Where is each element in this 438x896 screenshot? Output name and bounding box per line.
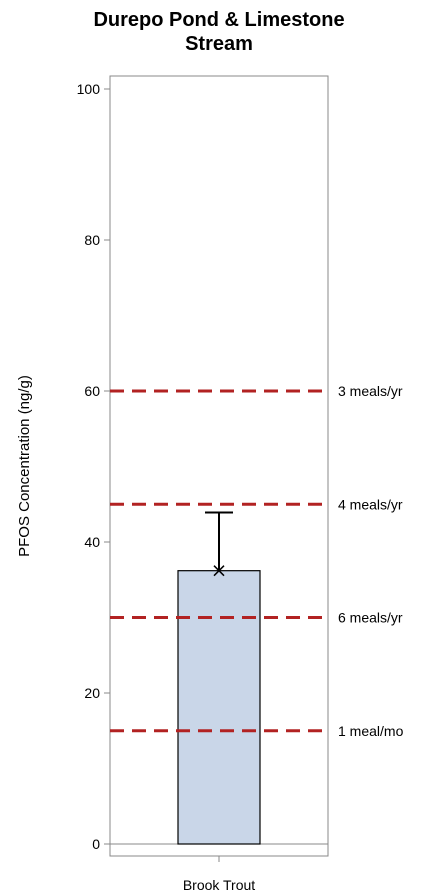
y-tick-label: 40 xyxy=(84,534,100,550)
bar-series xyxy=(177,511,261,845)
y-axis: 0 20 40 60 80 100 xyxy=(77,81,328,852)
chart-title-line-1: Durepo Pond & Limestone xyxy=(93,9,345,31)
y-tick-label: 60 xyxy=(84,383,100,399)
reference-line-label: 3 meals/yr xyxy=(338,383,403,399)
y-axis-label: PFOS Concentration (ng/g) xyxy=(16,375,33,557)
chart-title: Durepo Pond & Limestone Stream xyxy=(0,8,438,56)
mean-marker-stroke-2 xyxy=(213,565,225,577)
y-tick-label: 20 xyxy=(84,685,100,701)
x-axis: Brook Trout xyxy=(183,856,255,893)
reference-line-label: 1 meal/mo xyxy=(338,723,404,739)
reference-line-label: 6 meals/yr xyxy=(338,610,403,626)
bar xyxy=(177,570,261,845)
reference-line-label: 4 meals/yr xyxy=(338,496,403,512)
chart-title-line-2: Stream xyxy=(185,33,253,55)
x-tick-label: Brook Trout xyxy=(183,877,255,893)
y-tick-label: 0 xyxy=(92,836,100,852)
y-tick-label: 100 xyxy=(77,81,101,97)
y-tick-label: 80 xyxy=(84,232,100,248)
reference-lines: 3 meals/yr 4 meals/yr 6 meals/yr 1 meal/mo xyxy=(110,383,404,739)
